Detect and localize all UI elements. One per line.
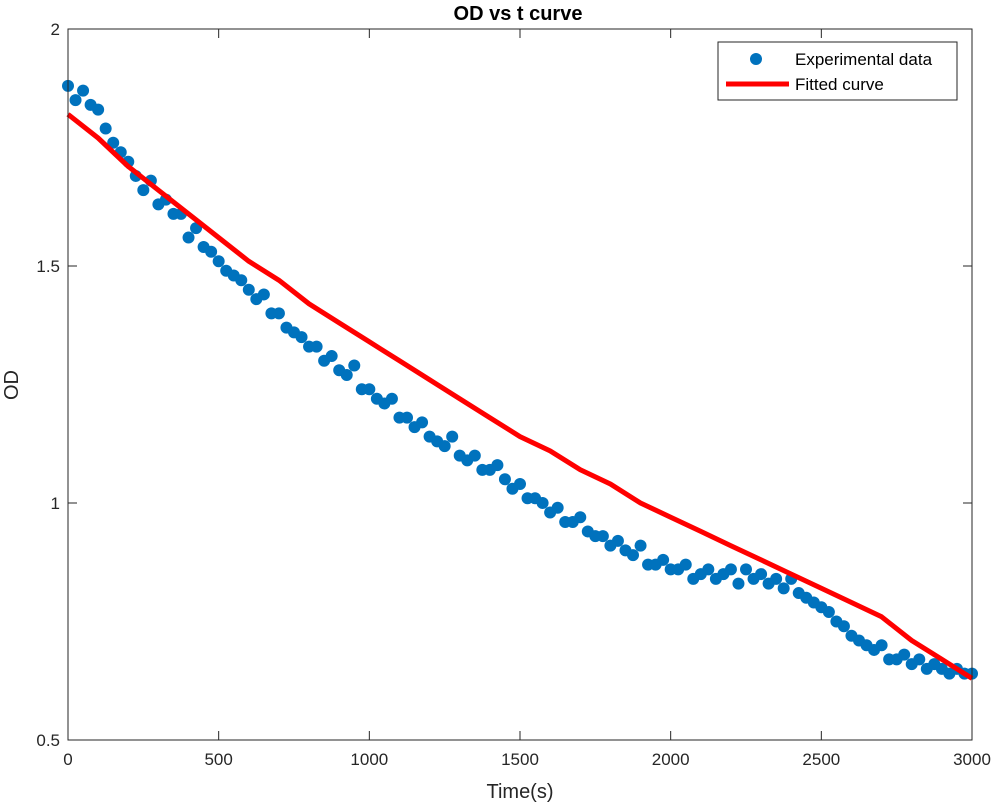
legend-box bbox=[717, 41, 958, 101]
data-point bbox=[272, 307, 285, 320]
data-point bbox=[99, 122, 112, 135]
data-point bbox=[627, 549, 639, 562]
data-point bbox=[340, 369, 353, 382]
y-tick-label: 2 bbox=[51, 20, 60, 39]
data-point bbox=[205, 245, 218, 258]
data-point bbox=[536, 497, 549, 509]
x-axis-label: Time(s) bbox=[486, 781, 553, 803]
x-tick-label: 2000 bbox=[652, 750, 690, 769]
chart-title: OD vs t curve bbox=[454, 3, 583, 25]
data-point bbox=[107, 136, 120, 149]
legend-marker-experimental-data bbox=[750, 53, 762, 65]
data-point bbox=[92, 103, 105, 116]
data-point bbox=[295, 331, 308, 344]
y-axis-label: OD bbox=[1, 370, 23, 400]
data-point bbox=[235, 274, 248, 287]
data-point bbox=[875, 639, 888, 652]
x-tick-label: 2500 bbox=[802, 750, 840, 769]
data-point bbox=[837, 620, 850, 633]
x-tick-label: 500 bbox=[204, 750, 232, 769]
data-point bbox=[310, 340, 323, 353]
x-tick-label: 0 bbox=[63, 750, 72, 769]
data-point bbox=[385, 392, 398, 405]
legend-label-fitted-curve: Fitted curve bbox=[795, 75, 884, 94]
data-point bbox=[770, 572, 783, 585]
experimental-data-points bbox=[62, 79, 978, 680]
data-point bbox=[182, 231, 195, 244]
data-point bbox=[740, 563, 752, 576]
data-point bbox=[596, 530, 609, 543]
data-point bbox=[898, 648, 911, 661]
x-tick-label: 1500 bbox=[501, 750, 539, 769]
data-point bbox=[363, 383, 376, 396]
data-point bbox=[137, 184, 150, 197]
data-point bbox=[551, 501, 564, 514]
data-point bbox=[724, 563, 737, 576]
data-point bbox=[657, 553, 670, 566]
data-point bbox=[634, 539, 647, 552]
x-axis: 0 500 1000 1500 2000 2500 3000 bbox=[63, 29, 991, 769]
data-point bbox=[77, 84, 90, 97]
y-tick-label: 0.5 bbox=[36, 731, 60, 750]
data-point bbox=[491, 459, 504, 472]
data-point bbox=[514, 478, 526, 491]
data-point bbox=[401, 411, 413, 424]
y-tick-label: 1 bbox=[51, 494, 60, 513]
data-point bbox=[732, 577, 745, 590]
x-tick-label: 3000 bbox=[953, 750, 991, 769]
data-point bbox=[446, 430, 459, 443]
data-point bbox=[212, 255, 225, 268]
data-point bbox=[755, 568, 768, 581]
data-point bbox=[498, 473, 511, 486]
legend: Experimental data Fitted curve bbox=[717, 41, 958, 101]
data-point bbox=[822, 606, 835, 619]
data-point bbox=[69, 94, 82, 107]
legend-label-experimental-data: Experimental data bbox=[795, 50, 933, 69]
data-point bbox=[257, 288, 270, 301]
data-point bbox=[777, 582, 790, 595]
data-point bbox=[913, 653, 926, 666]
data-point bbox=[416, 416, 429, 429]
data-point bbox=[611, 534, 624, 547]
data-point bbox=[702, 563, 715, 576]
y-axis: 0.5 1 1.5 2 bbox=[36, 20, 972, 750]
y-tick-label: 1.5 bbox=[36, 257, 60, 276]
data-point bbox=[574, 511, 587, 524]
fitted-curve-line bbox=[66, 112, 974, 681]
data-point bbox=[242, 283, 255, 296]
x-tick-label: 1000 bbox=[350, 750, 388, 769]
data-point bbox=[679, 558, 692, 571]
data-point bbox=[348, 359, 361, 372]
data-point bbox=[438, 440, 451, 453]
data-point bbox=[325, 350, 338, 363]
fitted-curve-layer bbox=[66, 112, 974, 681]
data-point bbox=[468, 449, 481, 462]
